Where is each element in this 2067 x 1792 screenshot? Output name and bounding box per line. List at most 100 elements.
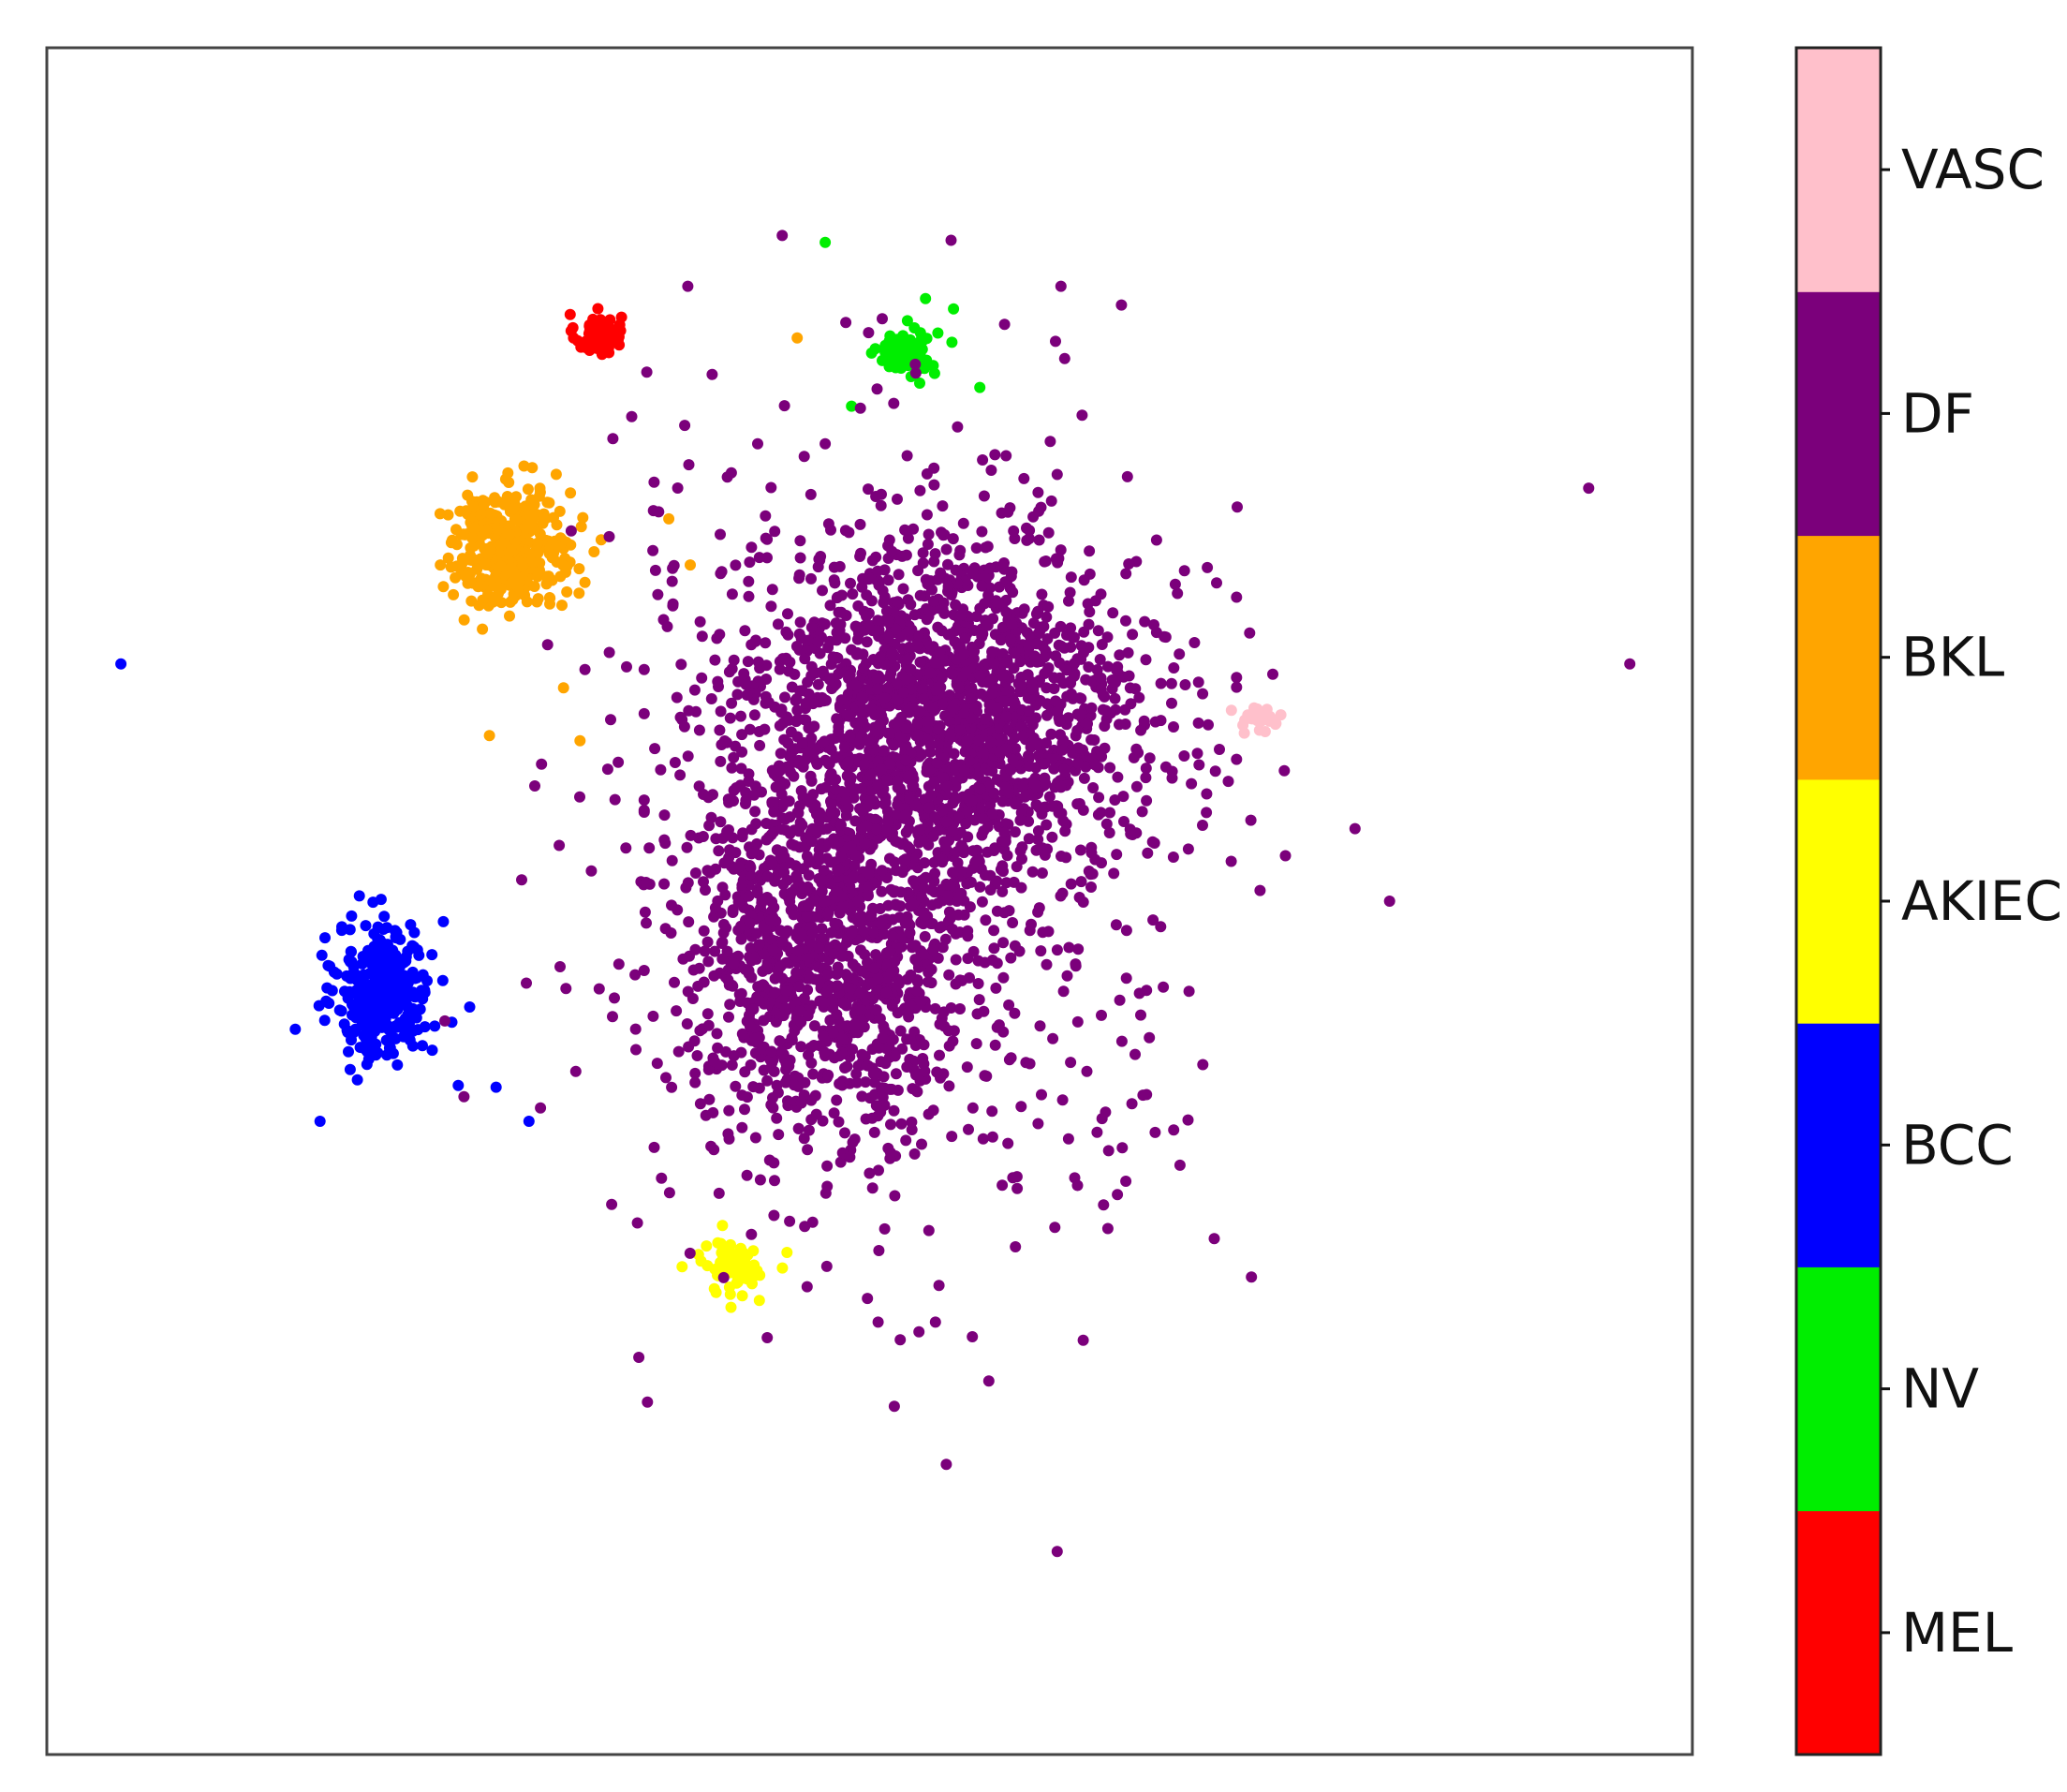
point-df xyxy=(541,639,554,651)
point-df xyxy=(943,835,955,847)
point-bcc xyxy=(319,932,331,944)
point-df xyxy=(1093,792,1105,804)
point-df xyxy=(671,1005,683,1017)
point-df xyxy=(659,923,672,935)
point-df xyxy=(1074,708,1086,720)
point-df xyxy=(916,891,927,903)
point-df xyxy=(958,764,970,777)
point-df xyxy=(1109,692,1121,704)
point-df xyxy=(782,736,793,748)
point-df xyxy=(850,1068,863,1080)
point-df xyxy=(951,896,963,907)
point-df xyxy=(1168,721,1179,733)
point-bcc xyxy=(346,910,358,922)
point-df xyxy=(1267,668,1278,680)
point-df xyxy=(793,569,805,581)
point-df xyxy=(936,672,948,684)
point-df xyxy=(1168,1124,1180,1136)
point-df xyxy=(1174,648,1186,660)
point-df xyxy=(911,1086,923,1098)
point-bkl xyxy=(473,600,485,612)
point-df xyxy=(827,1027,839,1039)
point-df xyxy=(739,1103,750,1116)
point-df xyxy=(884,1083,895,1095)
point-df xyxy=(871,823,882,836)
point-df xyxy=(699,945,711,957)
point-df xyxy=(997,671,1010,683)
point-df xyxy=(554,839,566,852)
point-mel xyxy=(601,334,613,347)
point-df xyxy=(709,654,721,666)
point-bcc xyxy=(331,968,343,980)
point-df xyxy=(900,754,911,766)
point-df xyxy=(876,885,888,897)
point-df xyxy=(704,866,716,879)
point-df xyxy=(681,841,693,853)
point-df xyxy=(696,672,708,684)
point-df xyxy=(849,679,862,691)
point-df xyxy=(962,831,974,843)
point-bkl xyxy=(450,571,462,584)
point-df xyxy=(969,855,982,867)
point-df xyxy=(767,1102,779,1114)
point-df xyxy=(774,663,786,675)
point-df xyxy=(834,560,846,572)
point-nv xyxy=(885,348,897,361)
point-df xyxy=(875,651,886,663)
point-bkl xyxy=(565,487,577,499)
point-df xyxy=(1036,588,1048,600)
point-bcc xyxy=(523,1116,535,1127)
point-df xyxy=(828,833,840,845)
point-df xyxy=(905,1033,917,1045)
point-df xyxy=(817,585,828,597)
point-df xyxy=(932,952,944,964)
point-bcc xyxy=(490,1081,502,1093)
point-df xyxy=(962,953,974,965)
point-df xyxy=(958,648,970,660)
point-bkl xyxy=(489,492,501,504)
point-df xyxy=(904,999,916,1011)
point-df xyxy=(1191,748,1203,760)
point-df xyxy=(821,1160,834,1172)
point-bkl xyxy=(495,560,508,572)
point-akiec xyxy=(747,1245,760,1257)
point-bcc xyxy=(316,949,328,961)
point-df xyxy=(972,978,984,989)
point-df xyxy=(579,663,591,675)
point-df xyxy=(1007,1172,1019,1184)
point-df xyxy=(1115,299,1128,311)
point-df xyxy=(929,657,941,669)
point-df xyxy=(765,1045,777,1058)
point-df xyxy=(979,869,991,881)
colorbar-segment-nv xyxy=(1796,1266,1881,1512)
point-mel xyxy=(613,331,625,343)
point-df xyxy=(726,762,738,774)
point-df xyxy=(783,1060,795,1072)
point-bkl xyxy=(468,522,480,534)
point-df xyxy=(861,636,873,648)
point-df xyxy=(974,783,986,795)
point-df xyxy=(864,910,877,922)
point-df xyxy=(950,792,962,805)
point-df xyxy=(1116,1142,1129,1154)
point-df xyxy=(694,615,706,628)
point-df xyxy=(1114,994,1126,1006)
point-bcc xyxy=(335,925,347,937)
point-df xyxy=(728,863,740,875)
point-df xyxy=(749,635,761,647)
point-df xyxy=(1054,716,1066,727)
point-df xyxy=(959,632,971,644)
point-df xyxy=(868,1126,880,1138)
point-bcc xyxy=(360,1044,372,1056)
point-df xyxy=(794,817,806,829)
point-df xyxy=(1019,791,1031,803)
point-df xyxy=(439,1014,450,1027)
point-df xyxy=(1144,752,1156,764)
point-df xyxy=(942,890,954,902)
point-df xyxy=(1058,642,1070,654)
point-df xyxy=(935,567,947,579)
point-df xyxy=(964,901,976,913)
point-df xyxy=(903,703,915,715)
point-df xyxy=(1051,468,1063,481)
point-df xyxy=(789,668,801,680)
